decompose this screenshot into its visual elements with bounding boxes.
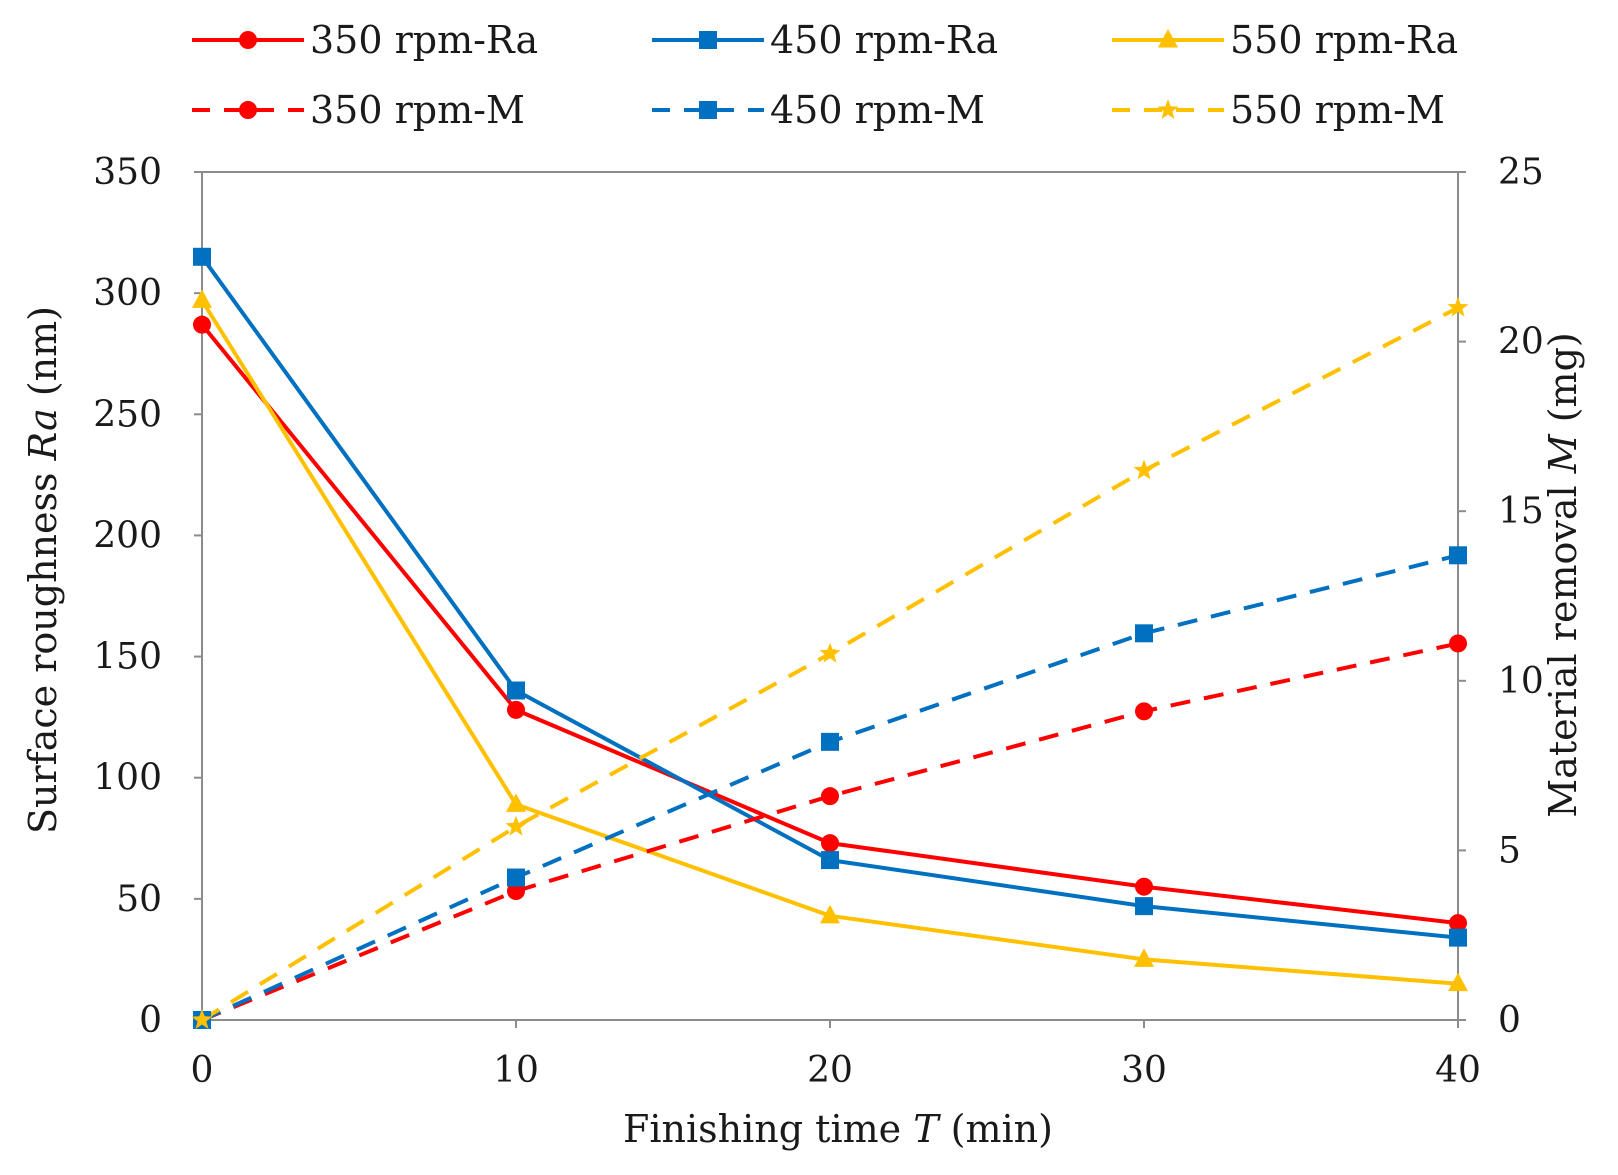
x-tick-label-40: 40 [1435, 1050, 1481, 1091]
point-550-rpm-m-t10 [505, 815, 527, 836]
y-tick-label-250: 250 [93, 394, 162, 435]
series-line-550-rpm-ra [200, 299, 1459, 986]
legend-swatch-marker [699, 31, 717, 49]
series-markers [191, 247, 1469, 1029]
legend: 350 rpm-Ra 450 rpm-Ra 550 rpm-Ra 350 rpm-M 4… [192, 18, 1458, 132]
legend-label: 450 rpm-Ra [770, 18, 998, 62]
point-450-rpm-m-t10 [507, 868, 525, 887]
legend-label: 550 rpm-M [1230, 88, 1445, 132]
point-350-rpm-ra-t20 [821, 834, 839, 853]
y2-axis-title-var: M [1541, 433, 1585, 474]
x-tick-label-0: 0 [191, 1050, 214, 1091]
point-550-rpm-m-t0 [191, 1009, 213, 1029]
point-350-rpm-ra-t30 [1135, 877, 1153, 896]
y-axis-title-main: Surface roughness [21, 460, 65, 834]
legend-item-450-rpm-m: 450 rpm-M [652, 88, 985, 132]
legend-swatch-marker [1158, 29, 1178, 48]
point-450-rpm-ra-t10 [507, 681, 525, 700]
point-550-rpm-ra-t30 [1134, 948, 1154, 967]
y-tick-label-0: 0 [139, 1000, 162, 1041]
legend-swatch-marker [1157, 99, 1179, 119]
point-450-rpm-ra-t0 [193, 247, 211, 266]
plot-frame [201, 171, 1459, 1021]
y-tick-label-200: 200 [93, 515, 162, 556]
point-350-rpm-m-t40 [1449, 634, 1467, 653]
point-550-rpm-m-t40 [1447, 296, 1469, 317]
y-tick-label-300: 300 [93, 273, 162, 314]
x-tick-label-30: 30 [1121, 1050, 1167, 1091]
point-350-rpm-ra-t0 [193, 315, 211, 334]
legend-swatch-marker [239, 31, 257, 49]
point-550-rpm-ra-t10 [506, 793, 526, 812]
y-tick-label-350: 350 [93, 152, 162, 193]
legend-item-450-rpm-ra: 450 rpm-Ra [652, 18, 998, 62]
point-350-rpm-m-t20 [821, 787, 839, 806]
point-550-rpm-m-t30 [1133, 459, 1155, 480]
y2-axis-title-unit: (mg) [1541, 332, 1585, 434]
x-axis-title-var: T [913, 1107, 941, 1151]
y2-axis-title: Material removal M (mg) [1541, 332, 1585, 817]
x-tick-label-20: 20 [807, 1050, 853, 1091]
y-tick-label-150: 150 [93, 637, 162, 678]
y-tick-label-100: 100 [93, 758, 162, 799]
point-550-rpm-ra-t0 [192, 289, 212, 308]
legend-item-350-rpm-m: 350 rpm-M [192, 88, 525, 132]
legend-label: 350 rpm-M [310, 88, 525, 132]
point-350-rpm-ra-t10 [507, 700, 525, 719]
legend-swatch-marker [699, 101, 717, 119]
y2-tick-label-10: 10 [1498, 661, 1544, 702]
x-axis-title-main: Finishing time [623, 1107, 913, 1151]
point-350-rpm-m-t10 [507, 882, 525, 901]
series-line-350-rpm-m [201, 641, 1459, 1022]
y2-axis-title-main: Material removal [1541, 473, 1585, 817]
y2-tick-label-15: 15 [1498, 491, 1544, 532]
y-axis-title-var: Ra [21, 408, 65, 461]
point-450-rpm-ra-t20 [821, 851, 839, 870]
point-550-rpm-ra-t40 [1448, 972, 1468, 992]
y2-tick-label-20: 20 [1498, 322, 1544, 363]
point-350-rpm-ra-t40 [1449, 914, 1467, 933]
point-450-rpm-ra-t30 [1135, 897, 1153, 916]
point-450-rpm-m-t30 [1135, 624, 1153, 643]
x-tick-label-10: 10 [493, 1050, 539, 1091]
point-450-rpm-ra-t40 [1449, 928, 1467, 947]
x-axis-title: Finishing time T (min) [623, 1107, 1053, 1151]
plot-area [201, 171, 1459, 1021]
y2-tick-label-5: 5 [1498, 830, 1521, 871]
point-450-rpm-m-t40 [1449, 546, 1467, 565]
series-line-350-rpm-ra [200, 323, 1459, 926]
legend-item-550-rpm-m: 550 rpm-M [1112, 88, 1445, 132]
legend-item-550-rpm-ra: 550 rpm-Ra [1112, 18, 1458, 62]
point-550-rpm-ra-t20 [820, 904, 840, 924]
y-axis-title-unit: (nm) [21, 306, 65, 408]
y-axis-title: Surface roughness Ra (nm) [21, 306, 65, 834]
legend-label: 450 rpm-M [770, 88, 985, 132]
y-tick-label-50: 50 [116, 879, 162, 920]
point-450-rpm-m-t20 [821, 732, 839, 751]
legend-label: 350 rpm-Ra [310, 18, 538, 62]
y2-tick-label-25: 25 [1498, 152, 1544, 193]
legend-label: 550 rpm-Ra [1230, 18, 1458, 62]
y2-tick-label-0: 0 [1498, 1000, 1521, 1041]
point-550-rpm-m-t20 [819, 642, 841, 663]
legend-swatch-marker [239, 101, 257, 119]
point-350-rpm-m-t30 [1135, 702, 1153, 721]
x-axis-title-unit: (min) [939, 1107, 1053, 1151]
legend-item-350-rpm-ra: 350 rpm-Ra [192, 18, 538, 62]
